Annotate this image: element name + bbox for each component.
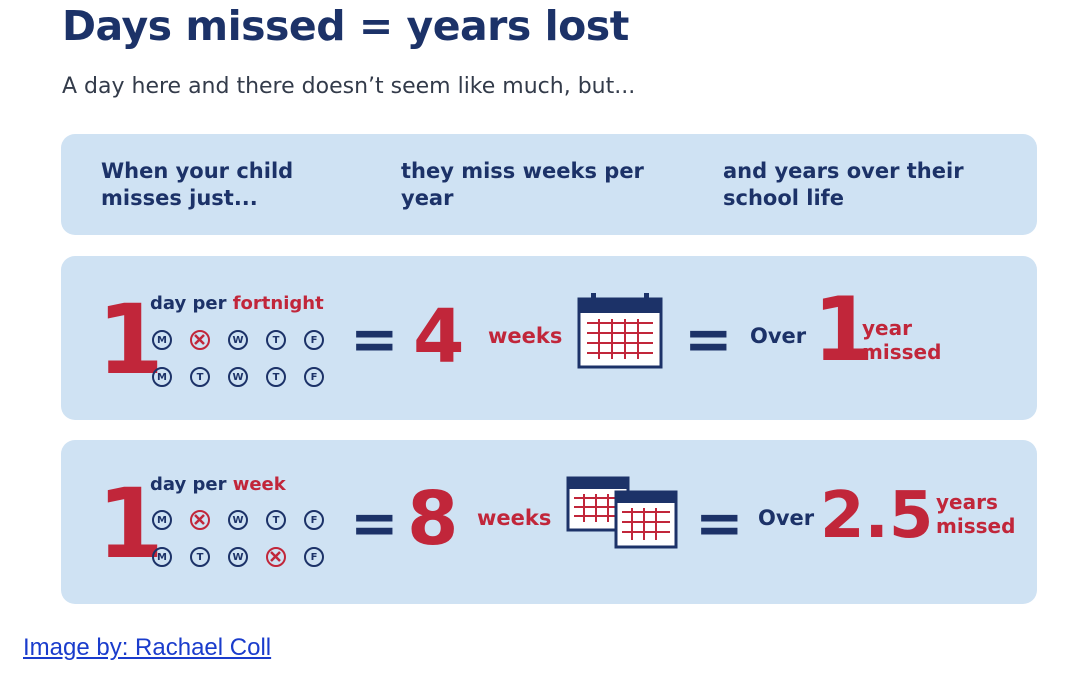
weekday-circle: T bbox=[266, 367, 286, 387]
equals-sign: = bbox=[350, 489, 399, 557]
weekday-letter: M bbox=[157, 551, 167, 563]
weekday-letter: F bbox=[310, 551, 318, 563]
over-label: Over bbox=[758, 506, 815, 530]
years-label: years missed bbox=[936, 490, 1016, 538]
frequency-label: day per fortnight bbox=[150, 293, 324, 314]
weekday-circle: T bbox=[266, 330, 286, 350]
frequency-prefix: day per bbox=[150, 474, 233, 495]
equals-sign-2: = bbox=[684, 305, 733, 373]
weekday-circle: F bbox=[304, 547, 324, 567]
header-col-missed: When your child misses just... bbox=[101, 159, 294, 210]
calendar-icon bbox=[577, 291, 663, 373]
weeks-number: 8 bbox=[407, 476, 459, 562]
frequency-unit: week bbox=[232, 474, 286, 495]
weekday-circle: F bbox=[304, 330, 324, 350]
weekday-circle: T bbox=[266, 510, 286, 530]
weekday-circle: W bbox=[228, 330, 248, 350]
weekday-circle: M bbox=[152, 330, 172, 350]
years-label: year missed bbox=[862, 316, 942, 364]
weekday-letter: T bbox=[196, 551, 204, 563]
weekday-circle: M bbox=[152, 547, 172, 567]
years-number: 1 bbox=[813, 278, 875, 381]
weekday-letter: W bbox=[232, 334, 244, 346]
weekday-letter: T bbox=[196, 371, 204, 383]
missed-day-icon: T bbox=[266, 547, 286, 567]
row-fortnight: 1 day per fortnight M T W T F M T W T F = 4 weeks… bbox=[61, 256, 1037, 420]
page-subtitle: A day here and there doesn’t seem like m… bbox=[62, 74, 636, 99]
weekday-letter: T bbox=[272, 514, 280, 526]
weekday-circle: M bbox=[152, 367, 172, 387]
missed-day-icon: T bbox=[190, 510, 210, 530]
row-week: 1 day per week MTWTFMTWTF = 8 weeks bbox=[61, 440, 1037, 604]
weekday-letter: M bbox=[157, 334, 167, 346]
weekday-letter: M bbox=[157, 514, 167, 526]
weekday-circle: F bbox=[304, 510, 324, 530]
weekday-circle: W bbox=[228, 510, 248, 530]
weekday-letter: W bbox=[232, 371, 244, 383]
weekday-letter: F bbox=[310, 371, 318, 383]
weekday-letter: W bbox=[232, 514, 244, 526]
frequency-label: day per week bbox=[150, 474, 286, 495]
weekday-letter: F bbox=[310, 334, 318, 346]
double-calendar-icon bbox=[566, 472, 680, 554]
equals-sign: = bbox=[350, 305, 399, 373]
header-col-weeks: they miss weeks per year bbox=[401, 159, 644, 210]
weekday-circle: M bbox=[152, 510, 172, 530]
weekday-circle: W bbox=[228, 547, 248, 567]
weekday-letter: T bbox=[272, 371, 280, 383]
missed-day-icon: T bbox=[190, 330, 210, 350]
weeks-label: weeks bbox=[488, 324, 563, 348]
years-number: 2.5 bbox=[820, 479, 934, 553]
weekday-letter: T bbox=[272, 334, 280, 346]
weekday-letter: M bbox=[157, 371, 167, 383]
weeks-label: weeks bbox=[477, 506, 552, 530]
weekday-letter: F bbox=[310, 514, 318, 526]
weekday-circle: W bbox=[228, 367, 248, 387]
weekday-circle: F bbox=[304, 367, 324, 387]
header-panel: When your child misses just... they miss… bbox=[61, 134, 1037, 235]
header-col-years: and years over their school life bbox=[723, 159, 964, 210]
page-title: Days missed = years lost bbox=[62, 2, 629, 50]
frequency-prefix: day per bbox=[150, 293, 233, 314]
equals-sign-2: = bbox=[695, 489, 744, 557]
weekday-letter: W bbox=[232, 551, 244, 563]
weekday-circle: T bbox=[190, 367, 210, 387]
weeks-number: 4 bbox=[413, 294, 465, 380]
weekday-circle: T bbox=[190, 547, 210, 567]
frequency-unit: fortnight bbox=[232, 293, 324, 314]
over-label: Over bbox=[750, 324, 807, 348]
image-credit-link[interactable]: Image by: Rachael Coll bbox=[23, 634, 272, 661]
